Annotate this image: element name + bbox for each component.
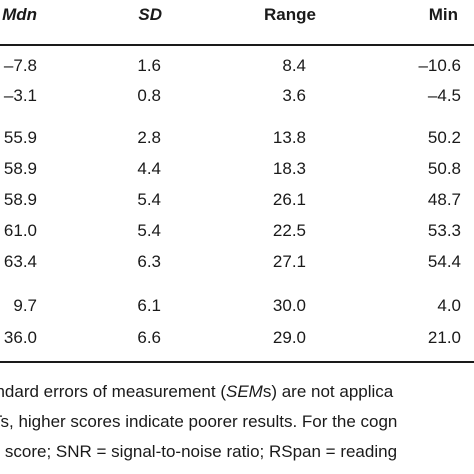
cell-min: 21.0 bbox=[427, 328, 461, 347]
cell-min: 48.7 bbox=[427, 190, 461, 209]
cell-mdn: 63.4 bbox=[3, 252, 37, 271]
cell-min: 50.8 bbox=[427, 159, 461, 178]
header-sd: SD bbox=[138, 5, 162, 24]
cell-mdn: 58.9 bbox=[3, 159, 37, 178]
cell-sd: 6.1 bbox=[137, 296, 161, 315]
cell-sd: 6.6 bbox=[137, 328, 161, 347]
cell-min: –10.6 bbox=[418, 56, 461, 75]
table-row: 58.9 4.4 18.3 50.8 bbox=[0, 155, 474, 183]
table-row: –7.8 1.6 8.4 –10.6 bbox=[0, 52, 474, 80]
table-notes: andard errors of measurement (SEMs) are … bbox=[0, 377, 474, 467]
table-row: 36.0 6.6 29.0 21.0 bbox=[0, 324, 474, 352]
cell-min: –4.5 bbox=[427, 86, 461, 105]
table-row: –3.1 0.8 3.6 –4.5 bbox=[0, 82, 474, 110]
cell-range: 8.4 bbox=[282, 56, 306, 75]
cell-range: 26.1 bbox=[272, 190, 306, 209]
header-min: Min bbox=[428, 5, 458, 24]
table-row: 58.9 5.4 26.1 48.7 bbox=[0, 186, 474, 214]
cell-mdn: 58.9 bbox=[3, 190, 37, 209]
cell-mdn: –3.1 bbox=[3, 86, 37, 105]
cell-range: 22.5 bbox=[272, 221, 306, 240]
cell-mdn: 36.0 bbox=[3, 328, 37, 347]
cell-sd: 5.4 bbox=[137, 190, 161, 209]
cell-range: 3.6 bbox=[282, 86, 306, 105]
cell-sd: 5.4 bbox=[137, 221, 161, 240]
note-line-1-sem: SEM bbox=[226, 382, 263, 401]
note-line-2: Ts, higher scores indicate poorer result… bbox=[0, 412, 398, 431]
cell-range: 18.3 bbox=[272, 159, 306, 178]
cell-mdn: 9.7 bbox=[13, 296, 37, 315]
table-row: 55.9 2.8 13.8 50.2 bbox=[0, 124, 474, 152]
cell-range: 13.8 bbox=[272, 128, 306, 147]
note-line-1: andard errors of measurement (SEMs) are … bbox=[0, 377, 474, 407]
cell-mdn: 61.0 bbox=[3, 221, 37, 240]
cell-range: 29.0 bbox=[272, 328, 306, 347]
cell-sd: 0.8 bbox=[137, 86, 161, 105]
note-line-3: m score; SNR = signal-to-noise ratio; RS… bbox=[0, 442, 398, 461]
table-row: 9.7 6.1 30.0 4.0 bbox=[0, 292, 474, 320]
cell-mdn: 55.9 bbox=[3, 128, 37, 147]
cell-min: 4.0 bbox=[437, 296, 461, 315]
cell-min: 53.3 bbox=[427, 221, 461, 240]
bottom-rule bbox=[0, 361, 474, 363]
cell-range: 30.0 bbox=[272, 296, 306, 315]
header-mdn: Mdn bbox=[2, 5, 37, 24]
cell-sd: 1.6 bbox=[137, 56, 161, 75]
cell-range: 27.1 bbox=[272, 252, 306, 271]
cell-min: 54.4 bbox=[427, 252, 461, 271]
header-range: Range bbox=[264, 5, 316, 24]
cell-sd: 6.3 bbox=[137, 252, 161, 271]
table-row: 61.0 5.4 22.5 53.3 bbox=[0, 217, 474, 245]
note-line-1-text-a: andard errors of measurement ( bbox=[0, 382, 226, 401]
cell-mdn: –7.8 bbox=[3, 56, 37, 75]
cell-min: 50.2 bbox=[427, 128, 461, 147]
cell-sd: 4.4 bbox=[137, 159, 161, 178]
header-rule bbox=[0, 44, 474, 46]
note-line-1-text-b: s) are not applica bbox=[262, 382, 394, 401]
cell-sd: 2.8 bbox=[137, 128, 161, 147]
table-row: 63.4 6.3 27.1 54.4 bbox=[0, 248, 474, 276]
